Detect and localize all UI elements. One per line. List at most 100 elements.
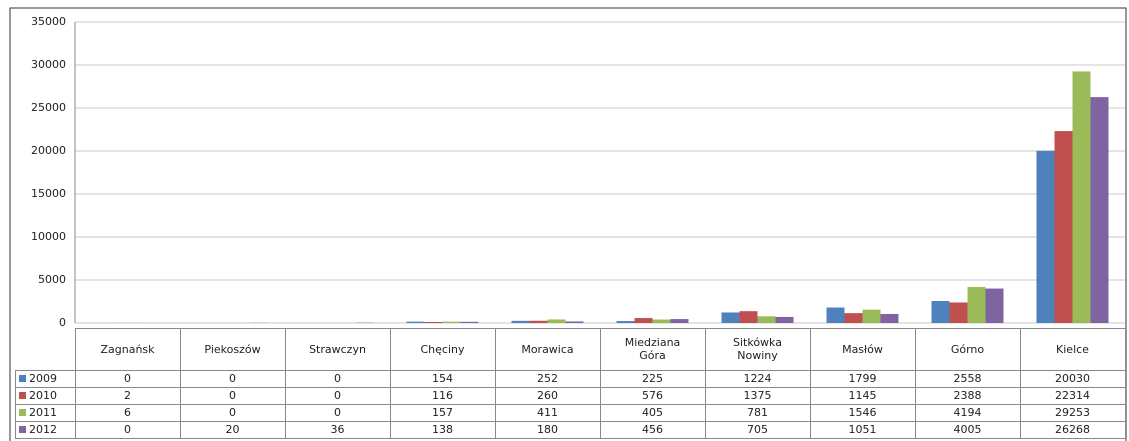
table-value: 0 <box>285 404 390 421</box>
table-value-text: 22314 <box>1055 389 1090 402</box>
category-label-text: Morawica <box>521 342 574 356</box>
bar <box>844 313 863 323</box>
table-value: 22314 <box>1020 387 1125 404</box>
y-tick-label: 30000 <box>31 58 66 71</box>
table-value-text: 0 <box>229 406 236 419</box>
table-value-text: 0 <box>334 389 341 402</box>
table-value-text: 0 <box>124 372 131 385</box>
table-value-text: 180 <box>537 423 558 436</box>
table-value: 36 <box>285 421 390 438</box>
table-value: 4005 <box>915 421 1020 438</box>
table-value: 0 <box>285 370 390 387</box>
category-label-text: Piekoszów <box>204 342 261 356</box>
category-label-text: Kielce <box>1056 342 1089 356</box>
category-label-text: Górno <box>950 342 985 356</box>
table-line <box>495 328 496 438</box>
bar <box>511 320 530 323</box>
table-value-text: 2 <box>124 389 131 402</box>
category-label-text: Masłów <box>842 342 883 356</box>
table-value: 116 <box>390 387 495 404</box>
frame <box>9 7 1127 441</box>
bar <box>1072 71 1091 324</box>
legend-entry: 2010 <box>16 387 75 404</box>
legend-entry: 2009 <box>16 370 75 387</box>
table-value: 2558 <box>915 370 1020 387</box>
table-line <box>15 438 1125 439</box>
table-value: 252 <box>495 370 600 387</box>
table-value-text: 116 <box>432 389 453 402</box>
legend-entry: 2011 <box>16 404 75 421</box>
table-value: 225 <box>600 370 705 387</box>
bar <box>424 322 443 323</box>
table-value: 1546 <box>810 404 915 421</box>
table-value-text: 154 <box>432 372 453 385</box>
y-tick-label: 10000 <box>31 230 66 243</box>
legend-key <box>19 392 26 399</box>
table-value: 154 <box>390 370 495 387</box>
table-value-text: 26268 <box>1055 423 1090 436</box>
table-line <box>15 370 16 438</box>
table-line <box>915 328 916 438</box>
table-value-text: 4194 <box>953 406 982 419</box>
table-value-text: 36 <box>330 423 345 436</box>
bar <box>406 321 425 323</box>
category-label: Chęciny <box>390 328 495 370</box>
table-value-text: 0 <box>229 372 236 385</box>
bar <box>757 316 776 323</box>
bar <box>1054 131 1073 323</box>
table-value-text: 225 <box>642 372 663 385</box>
table-line <box>180 328 181 438</box>
table-value-text: 20030 <box>1055 372 1090 385</box>
table-value-text: 20 <box>225 423 240 436</box>
category-label: Miedziana Góra <box>600 328 705 370</box>
bar <box>529 320 548 323</box>
table-value: 6 <box>75 404 180 421</box>
table-line <box>75 328 76 438</box>
bar <box>931 301 950 323</box>
table-value: 0 <box>180 404 285 421</box>
bar <box>721 312 740 323</box>
table-value: 20030 <box>1020 370 1125 387</box>
category-label-text: Zagnańsk <box>100 342 155 356</box>
legend-key <box>19 409 26 416</box>
legend-key <box>19 426 26 433</box>
bar <box>1036 150 1055 323</box>
table-value-text: 6 <box>124 406 131 419</box>
table-line <box>15 404 1125 405</box>
table-value: 4194 <box>915 404 1020 421</box>
table-value: 411 <box>495 404 600 421</box>
table-value: 1145 <box>810 387 915 404</box>
category-label: Piekoszów <box>180 328 285 370</box>
table-value-text: 576 <box>642 389 663 402</box>
table-value: 576 <box>600 387 705 404</box>
y-tick-label: 20000 <box>31 144 66 157</box>
table-value-text: 781 <box>747 406 768 419</box>
table-value: 0 <box>180 387 285 404</box>
table-value: 781 <box>705 404 810 421</box>
table-value-text: 411 <box>537 406 558 419</box>
bar <box>565 321 584 323</box>
category-label-text: Chęciny <box>420 342 465 356</box>
legend-text: 2012 <box>29 423 57 436</box>
bar <box>985 288 1004 323</box>
table-value: 1799 <box>810 370 915 387</box>
legend-text: 2011 <box>29 406 57 419</box>
table-value: 1224 <box>705 370 810 387</box>
table-line <box>705 328 706 438</box>
y-tick-label: 15000 <box>31 187 66 200</box>
table-value-text: 138 <box>432 423 453 436</box>
bar <box>949 302 968 323</box>
bar <box>442 321 461 323</box>
bar <box>826 307 845 323</box>
table-value-text: 405 <box>642 406 663 419</box>
category-label-text: Strawczyn <box>309 342 366 356</box>
y-tick-label: 0 <box>59 316 66 329</box>
table-value: 26268 <box>1020 421 1125 438</box>
table-value-text: 1051 <box>848 423 877 436</box>
table-value-text: 0 <box>229 389 236 402</box>
table-value: 405 <box>600 404 705 421</box>
table-line <box>15 421 1125 422</box>
bar <box>547 319 566 323</box>
